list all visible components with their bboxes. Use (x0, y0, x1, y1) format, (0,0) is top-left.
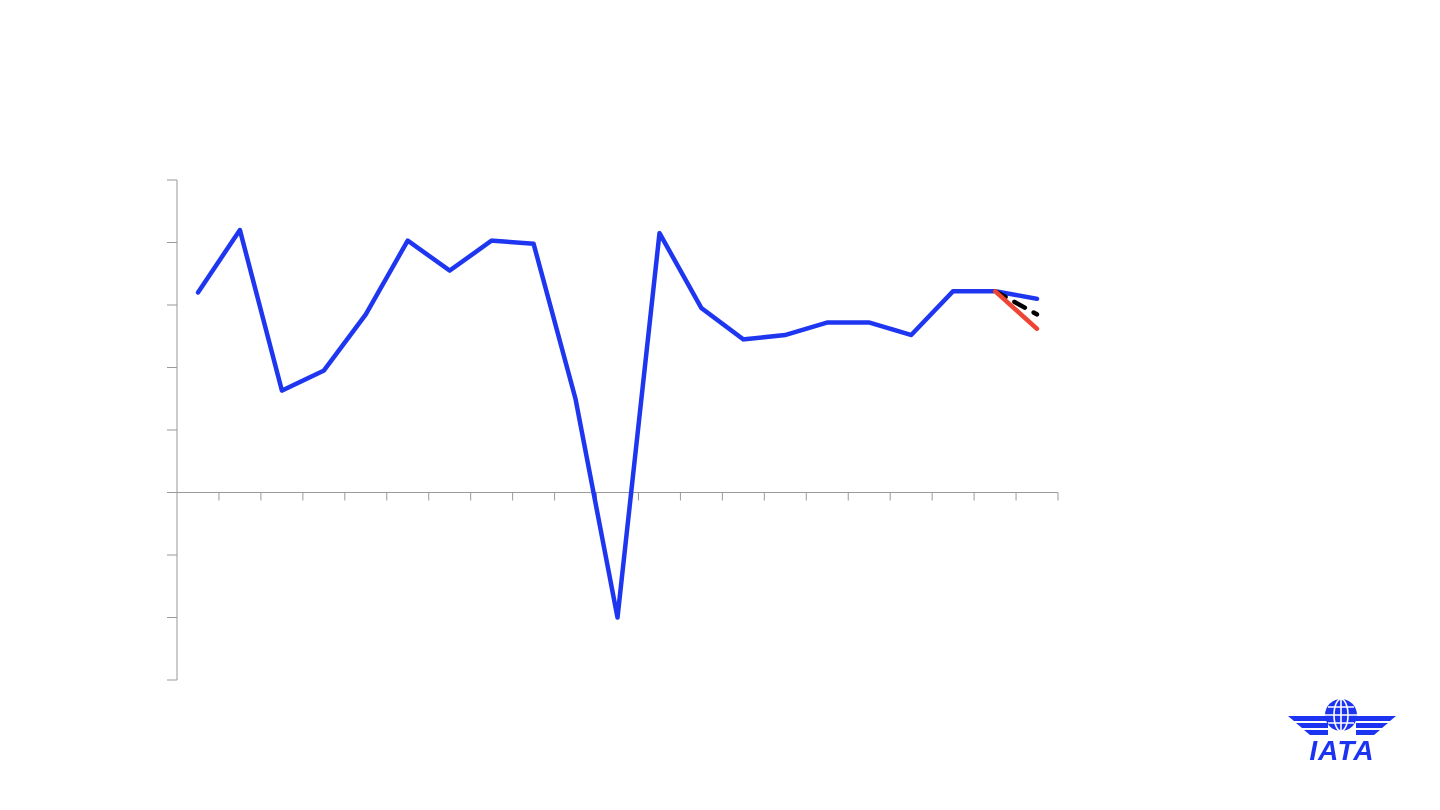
globe-icon (1325, 698, 1357, 732)
series-line-1 (195, 227, 1040, 620)
chart-axes (167, 179, 1059, 681)
wing-left-band-1 (1288, 716, 1328, 721)
wing-right-band-3 (1356, 730, 1380, 735)
chart-series (195, 227, 1040, 620)
wing-right-band-2 (1356, 723, 1388, 728)
logo-text: IATA (1309, 735, 1375, 766)
wings-icon (1288, 716, 1396, 735)
wing-left-band-2 (1296, 723, 1328, 728)
iata-logo: IATA (1284, 696, 1400, 770)
wing-right-band-1 (1356, 716, 1396, 721)
series-line-3 (992, 288, 1040, 332)
wing-left-band-3 (1304, 730, 1328, 735)
